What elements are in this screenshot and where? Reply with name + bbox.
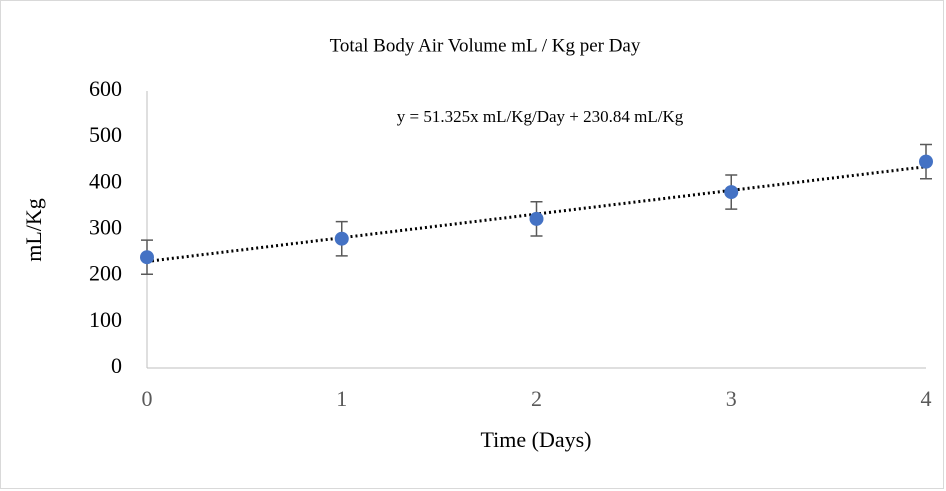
y-tick-label: 500 <box>89 122 122 147</box>
y-tick-label: 300 <box>89 215 122 240</box>
point <box>140 250 154 265</box>
y-axis-label: mL/Kg <box>21 198 46 262</box>
x-tick-label: 3 <box>726 386 737 411</box>
point <box>529 211 544 226</box>
point <box>919 154 933 169</box>
x-tick-label: 4 <box>921 386 932 411</box>
chart-title: Total Body Air Volume mL / Kg per Day <box>330 35 641 56</box>
y-tick-label: 600 <box>89 76 122 101</box>
point <box>724 185 739 200</box>
y-tick-label: 200 <box>89 261 122 286</box>
x-axis-label: Time (Days) <box>480 427 591 452</box>
x-tick-label: 1 <box>336 386 347 411</box>
x-tick-label: 2 <box>531 386 542 411</box>
y-tick-label: 400 <box>89 168 122 193</box>
point <box>334 231 349 246</box>
y-tick-label: 100 <box>89 307 122 332</box>
y-tick-label: 0 <box>111 353 122 378</box>
trendline <box>146 165 927 263</box>
trendline-equation: y = 51.325x mL/Kg/Day + 230.84 mL/Kg <box>397 107 684 126</box>
x-tick-label: 0 <box>142 386 153 411</box>
